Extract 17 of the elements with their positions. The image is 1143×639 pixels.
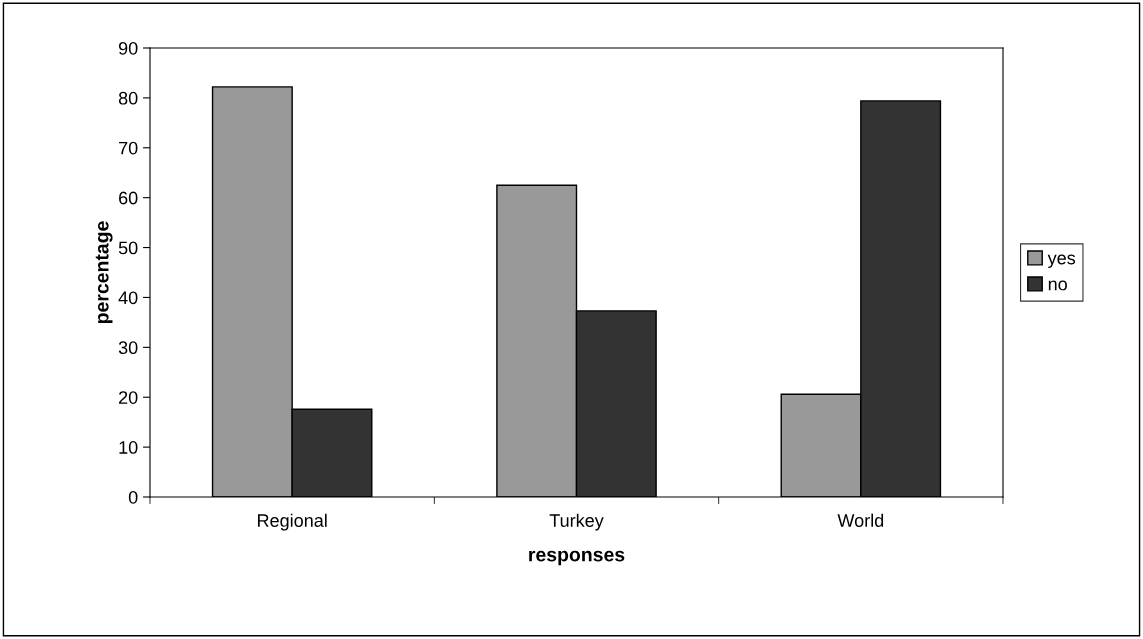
- y-tick-label: 70: [119, 141, 138, 155]
- y-tick-label: 90: [118, 41, 138, 55]
- y-tick-label: 40: [118, 291, 138, 305]
- y-tick-label: 60: [119, 191, 138, 205]
- y-tick-label: 80: [118, 91, 138, 105]
- y-tick-label: 30: [118, 341, 138, 355]
- y-tick-label: 20: [119, 391, 138, 404]
- x-tick-label: Turkey: [549, 513, 604, 531]
- legend-label: yes: [1047, 254, 1076, 268]
- x-tick-label: Regional: [258, 513, 327, 531]
- y-axis-title: percentage: [95, 221, 113, 324]
- y-tick-label: 10: [119, 441, 138, 454]
- x-tick-label: World: [837, 513, 884, 527]
- y-tick-label: 50: [118, 241, 138, 255]
- x-axis-title: responses: [529, 550, 625, 566]
- y-tick-label: 0: [128, 490, 138, 504]
- legend-label: no: [1048, 280, 1067, 291]
